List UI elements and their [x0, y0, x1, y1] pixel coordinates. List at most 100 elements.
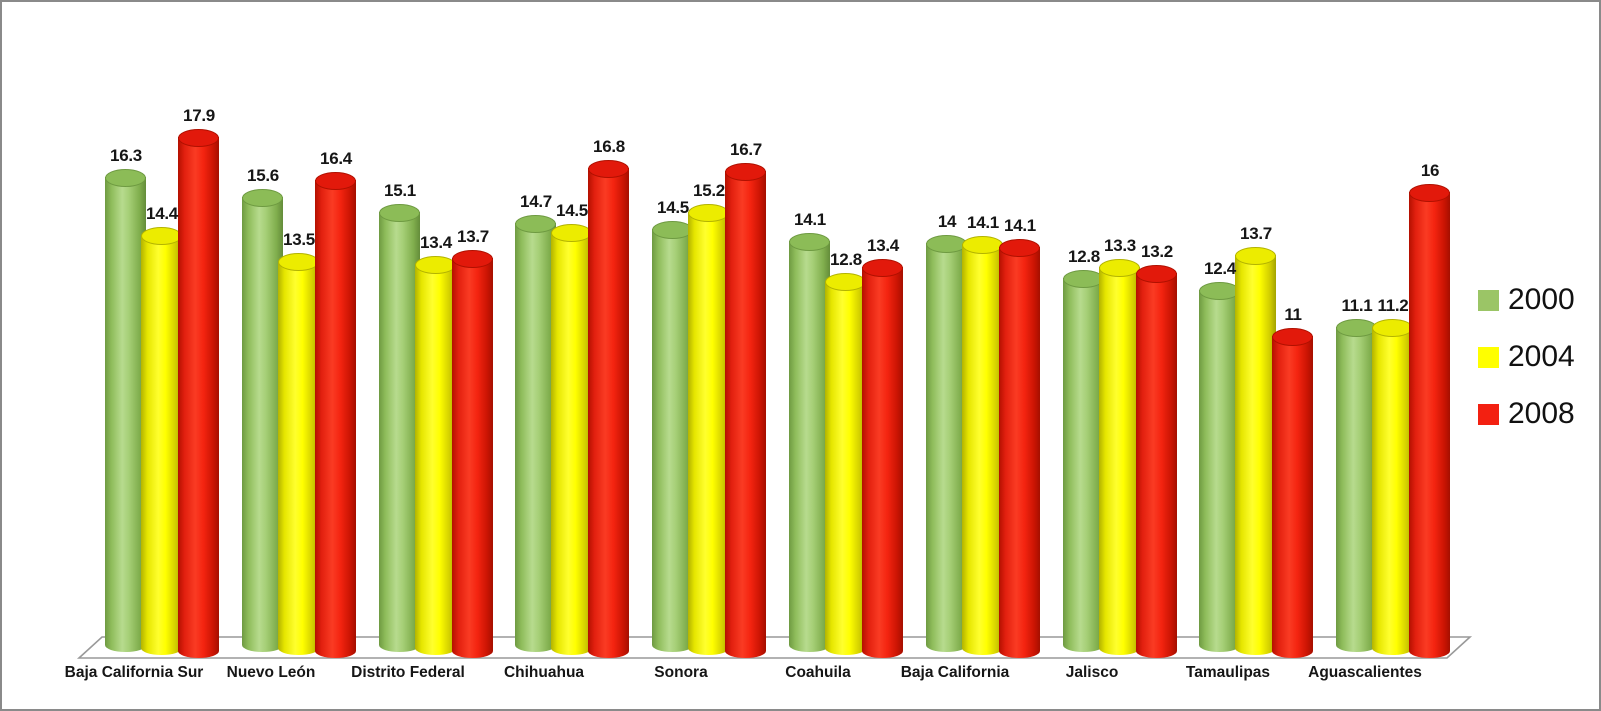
bar-cap	[1372, 319, 1413, 337]
bar-cap	[926, 235, 967, 253]
bar-2004-Sonora	[688, 204, 729, 655]
bar-body	[1409, 192, 1450, 658]
bar-body	[1136, 273, 1177, 658]
bar-2004-Coahuila	[825, 273, 866, 655]
legend-label: 2004	[1508, 340, 1575, 373]
bar-body	[588, 168, 629, 658]
bar-2008-Nuevo León	[315, 172, 356, 658]
bar-body	[926, 243, 967, 652]
bar-2008-Coahuila	[862, 259, 903, 658]
bar-cap	[141, 227, 182, 245]
bar-2000-Aguascalientes	[1336, 319, 1377, 652]
bar-2000-Baja California	[926, 235, 967, 652]
value-label: 12.8	[1068, 247, 1100, 266]
bar-cap	[1272, 328, 1313, 346]
bar-cap	[452, 250, 493, 268]
bar-cap	[825, 273, 866, 291]
bar-cap	[415, 256, 456, 274]
bar-body	[962, 244, 1003, 655]
category-label: Baja California	[900, 664, 1010, 681]
bar-cap	[515, 215, 556, 233]
value-label: 11	[1284, 305, 1302, 324]
value-label: 14.5	[657, 198, 689, 217]
bar-2008-Sonora	[725, 163, 766, 658]
category-label: Baja California Sur	[64, 664, 204, 681]
value-label: 15.1	[384, 181, 416, 200]
bar-cap	[789, 233, 830, 251]
bar-2008-Jalisco	[1136, 265, 1177, 658]
bar-body	[105, 177, 146, 652]
bar-2004-Nuevo León	[278, 253, 319, 655]
bar-cap	[551, 224, 592, 242]
bar-body	[688, 212, 729, 655]
bar-cap	[242, 189, 283, 207]
category-label: Jalisco	[1065, 664, 1119, 681]
category-label: Chihuahua	[503, 664, 585, 681]
bar-cap	[962, 236, 1003, 254]
bar-cap	[862, 259, 903, 277]
value-label: 14.1	[967, 213, 999, 232]
bar-cap	[1409, 184, 1450, 202]
bar-body	[789, 241, 830, 652]
value-label: 13.4	[867, 236, 899, 255]
value-label: 13.4	[420, 233, 452, 252]
legend-entry-2000: 2000	[1478, 285, 1575, 315]
bar-body	[242, 197, 283, 652]
bar-2004-Distrito Federal	[415, 256, 456, 655]
bar-2000-Nuevo León	[242, 189, 283, 652]
bar-cap	[315, 172, 356, 190]
bar-2008-Baja California Sur	[178, 129, 219, 658]
bar-body	[999, 247, 1040, 658]
bar-cap	[1199, 282, 1240, 300]
legend-swatch	[1478, 346, 1499, 368]
bar-body	[515, 223, 556, 652]
value-label: 14.5	[556, 201, 588, 220]
bar-body	[1336, 327, 1377, 652]
bar-body	[1272, 336, 1313, 658]
legend-entry-2004: 2004	[1478, 342, 1575, 372]
legend-entry-2008: 2008	[1478, 399, 1575, 429]
bar-2000-Distrito Federal	[379, 204, 420, 652]
bar-body	[278, 261, 319, 655]
bar-body	[1063, 278, 1104, 652]
bar-body	[652, 229, 693, 652]
value-label: 13.5	[283, 230, 315, 249]
bar-body	[1099, 267, 1140, 655]
bar-2000-Chihuahua	[515, 215, 556, 652]
value-label: 13.3	[1104, 236, 1136, 255]
bar-cap	[105, 169, 146, 187]
legend-swatch	[1478, 289, 1499, 311]
bar-cap	[379, 204, 420, 222]
legend-swatch	[1478, 403, 1499, 425]
bar-2000-Jalisco	[1063, 270, 1104, 652]
value-label: 16.3	[110, 146, 142, 165]
bar-body	[415, 264, 456, 655]
bar-cap	[725, 163, 766, 181]
bar-2008-Tamaulipas	[1272, 328, 1313, 658]
bar-2008-Aguascalientes	[1409, 184, 1450, 658]
bar-2000-Sonora	[652, 221, 693, 652]
bar-body	[1199, 290, 1240, 652]
bar-2008-Baja California	[999, 239, 1040, 658]
bar-body	[315, 180, 356, 658]
category-label: Coahuila	[785, 664, 851, 681]
value-label: 15.2	[693, 181, 725, 200]
bar-2004-Baja California	[962, 236, 1003, 655]
bar-body	[178, 137, 219, 658]
bar-2008-Chihuahua	[588, 160, 629, 658]
value-label: 16.4	[320, 149, 352, 168]
value-label: 13.7	[457, 227, 489, 246]
legend-label: 2000	[1508, 283, 1575, 316]
bar-2000-Baja California Sur	[105, 169, 146, 652]
value-label: 13.2	[1141, 242, 1173, 261]
bar-2004-Aguascalientes	[1372, 319, 1413, 655]
bar-cap	[178, 129, 219, 147]
value-label: 14.1	[794, 210, 826, 229]
category-label: Aguascalientes	[1308, 664, 1422, 681]
bar-cap	[1063, 270, 1104, 288]
value-label: 12.4	[1204, 259, 1236, 278]
category-label: Tamaulipas	[1185, 664, 1271, 681]
bar-2004-Baja California Sur	[141, 227, 182, 655]
